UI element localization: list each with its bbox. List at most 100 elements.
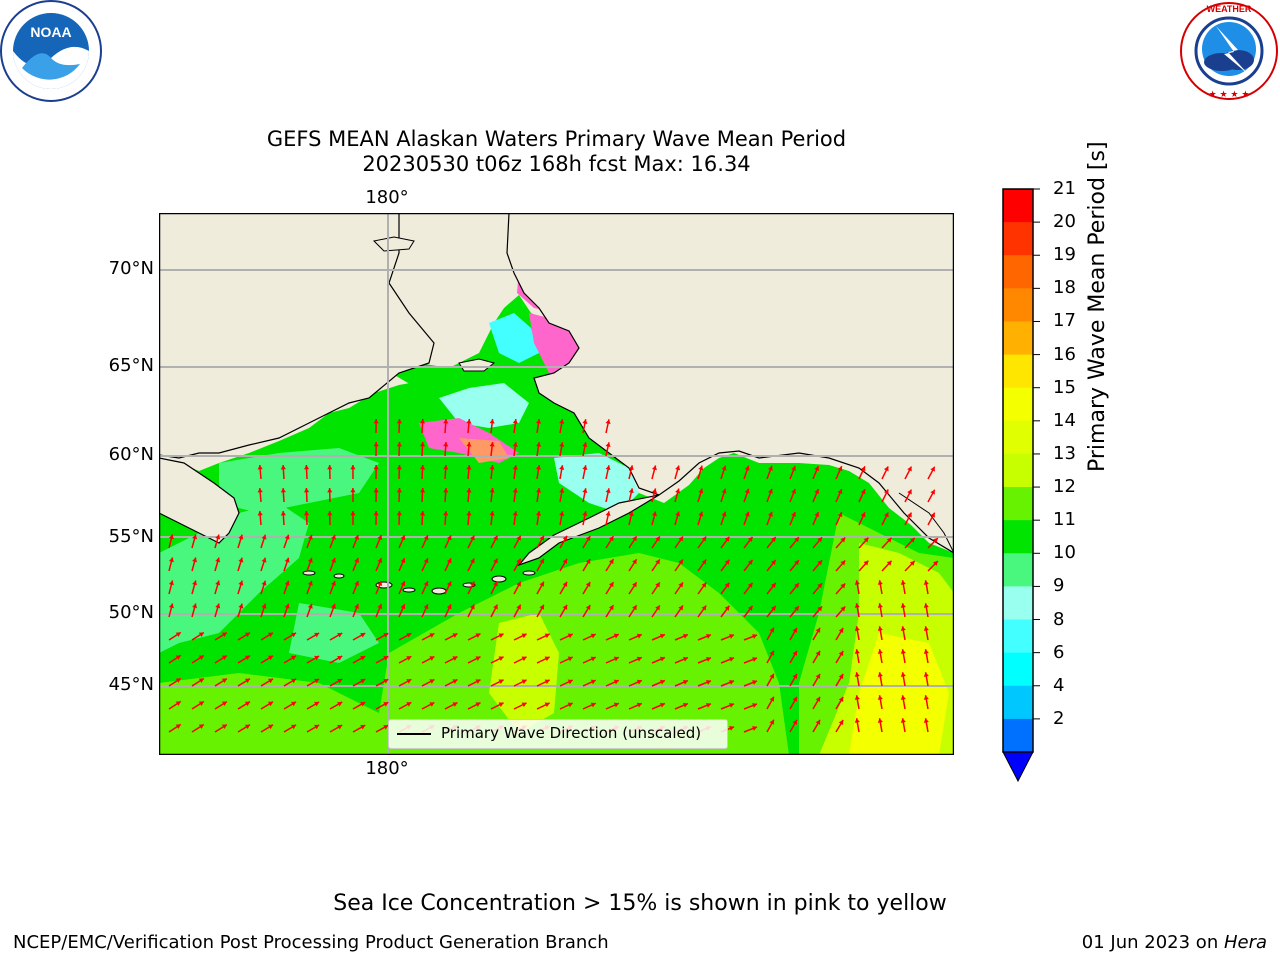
- lat-label-60: 60°N: [108, 444, 154, 465]
- wave-arrowhead: [585, 535, 591, 541]
- wave-arrowhead: [767, 465, 773, 471]
- wave-arrowhead: [215, 534, 221, 540]
- wave-arrowhead: [354, 580, 359, 586]
- wave-arrowhead: [535, 419, 542, 424]
- wave-arrowhead: [747, 605, 753, 611]
- wave-arrowhead: [907, 512, 912, 518]
- wave-arrowhead: [516, 558, 521, 564]
- colorbar-segment: [1003, 586, 1033, 621]
- lon-label-bottom: 180°: [365, 758, 409, 779]
- wave-arrowhead: [373, 419, 379, 424]
- wave-arrowhead: [682, 656, 688, 662]
- wave-arrowhead: [400, 535, 406, 541]
- wave-arrowhead: [877, 672, 883, 677]
- wave-arrowhead: [860, 489, 866, 495]
- wave-arrowhead: [791, 465, 796, 471]
- wave-arrowhead: [675, 465, 681, 471]
- colorbar-tick-label: 6: [1053, 641, 1065, 663]
- wave-arrowhead: [608, 582, 614, 588]
- wave-arrowhead: [360, 679, 366, 684]
- wave-arrowhead: [877, 580, 883, 585]
- wave-arrowhead: [721, 511, 727, 517]
- wave-arrowhead: [767, 488, 773, 494]
- wave-arrowhead: [406, 702, 412, 707]
- wave-arrowhead: [814, 489, 820, 495]
- wave-arrowhead: [470, 535, 475, 541]
- colorbar-segment: [1003, 387, 1033, 422]
- wave-arrowhead: [446, 535, 452, 541]
- wave-arrowhead: [771, 583, 776, 588]
- chart-subtitle: 20230530 t06z 168h fcst Max: 16.34: [362, 152, 751, 176]
- wave-arrowhead: [337, 632, 343, 638]
- wave-arrowhead: [244, 678, 250, 684]
- wave-arrowhead: [373, 488, 379, 493]
- wave-arrowhead: [489, 511, 495, 516]
- wave-arrowhead: [706, 702, 711, 708]
- wave-arrowhead: [521, 679, 527, 685]
- wave-arrowhead: [930, 466, 935, 472]
- wave-arrowhead: [244, 632, 250, 638]
- colorbar-segment: [1003, 685, 1033, 720]
- colorbar-tick-label: 2: [1053, 707, 1065, 729]
- wave-arrowhead: [590, 633, 596, 639]
- wave-arrowhead: [729, 657, 735, 662]
- wave-arrowhead: [582, 511, 588, 516]
- colorbar-extend-arrow: [1002, 751, 1034, 783]
- wave-arrowhead: [698, 488, 704, 494]
- wave-arrowhead: [632, 536, 637, 542]
- wave-arrowhead: [863, 537, 869, 543]
- wave-arrowhead: [632, 605, 637, 611]
- wave-arrowhead: [377, 535, 383, 541]
- wave-arrowhead: [590, 656, 596, 662]
- wave-arrowhead: [168, 534, 174, 540]
- wave-arrowhead: [373, 465, 379, 470]
- wave-arrowhead: [192, 534, 198, 540]
- wave-arrowhead: [452, 656, 458, 661]
- wave-arrowhead: [360, 633, 366, 638]
- wave-arrowhead: [498, 679, 504, 684]
- wave-arrowhead: [498, 633, 504, 638]
- wave-arrowhead: [360, 656, 366, 661]
- wave-arrowhead: [613, 702, 619, 708]
- wave-arrowhead: [744, 488, 750, 494]
- wave-arrowhead: [900, 672, 906, 677]
- wave-arrowhead: [168, 557, 174, 563]
- wave-arrowhead: [632, 559, 637, 565]
- wave-arrowhead: [909, 560, 915, 566]
- wave-arrowhead: [900, 603, 906, 608]
- wave-arrowhead: [443, 488, 449, 493]
- wave-arrowhead: [406, 656, 412, 661]
- colorbar: [1002, 188, 1040, 783]
- wave-arrowhead: [877, 695, 883, 700]
- colorbar-segment: [1003, 520, 1033, 554]
- wave-arrowhead: [215, 580, 221, 586]
- colorbar-tick-label: 15: [1053, 376, 1076, 398]
- wave-arrowhead: [493, 581, 498, 587]
- wave-arrowhead: [303, 511, 310, 516]
- footer-date: 01 Jun 2023 on Hera: [1082, 932, 1267, 953]
- wave-arrowhead: [291, 632, 297, 638]
- wave-arrowhead: [701, 605, 707, 611]
- colorbar-tick-label: 9: [1053, 575, 1065, 597]
- aleutian-islands: [302, 570, 536, 595]
- nws-logo: WEATHER ★ ★ ★ ★: [1180, 2, 1278, 100]
- wave-arrowhead: [729, 680, 735, 685]
- wave-arrowhead: [175, 724, 181, 729]
- wave-arrowhead: [930, 512, 935, 518]
- wave-arrowhead: [284, 557, 290, 563]
- wave-arrowhead: [877, 626, 883, 631]
- wave-arrowhead: [752, 680, 758, 685]
- wave-arrowhead: [419, 465, 426, 470]
- wave-arrowhead: [752, 726, 758, 731]
- wave-arrowhead: [682, 679, 688, 685]
- wave-arrowhead: [354, 534, 359, 540]
- wave-arrowhead: [466, 488, 472, 493]
- wave-arrowhead: [651, 511, 657, 517]
- wave-arrowhead: [815, 719, 821, 725]
- wave-arrowhead: [244, 701, 250, 707]
- wave-arrowhead: [443, 442, 449, 447]
- wave-arrowhead: [314, 724, 320, 730]
- wave-arrowhead: [792, 673, 798, 679]
- wave-arrowhead: [470, 604, 475, 610]
- wave-arrowhead: [400, 581, 406, 587]
